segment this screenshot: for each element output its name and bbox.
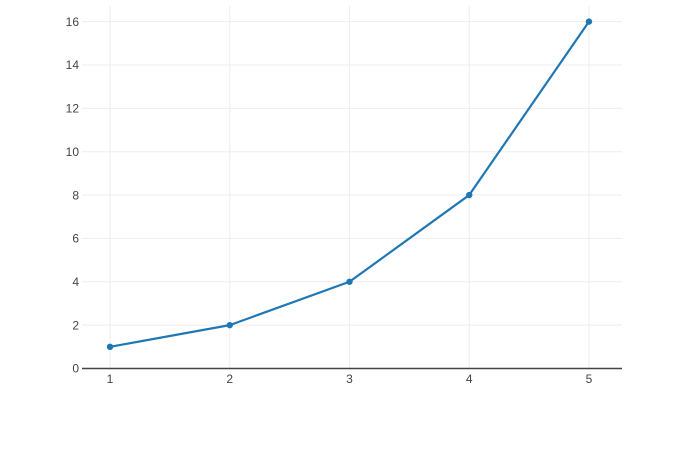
data-point-marker[interactable] <box>466 191 473 199</box>
x-tick-label: 4 <box>466 372 473 386</box>
x-tick-label: 3 <box>346 372 353 386</box>
plot-area-background <box>82 6 622 369</box>
y-tick-label: 12 <box>66 102 80 116</box>
x-tick-label: 1 <box>107 372 114 386</box>
y-tick-label: 16 <box>66 15 80 29</box>
y-tick-label: 8 <box>72 188 79 202</box>
y-tick-label: 10 <box>66 145 80 159</box>
y-tick-label: 6 <box>72 232 79 246</box>
x-tick-label: 2 <box>226 372 233 386</box>
data-point-marker[interactable] <box>226 321 233 329</box>
data-point-marker[interactable] <box>106 343 114 351</box>
data-point-marker[interactable] <box>585 18 593 25</box>
y-tick-label: 0 <box>72 362 79 376</box>
x-tick-label: 5 <box>586 372 593 386</box>
y-tick-label: 14 <box>66 58 80 72</box>
y-tick-label: 2 <box>72 318 79 332</box>
data-point-marker[interactable] <box>346 278 353 285</box>
y-tick-label: 4 <box>72 275 79 289</box>
